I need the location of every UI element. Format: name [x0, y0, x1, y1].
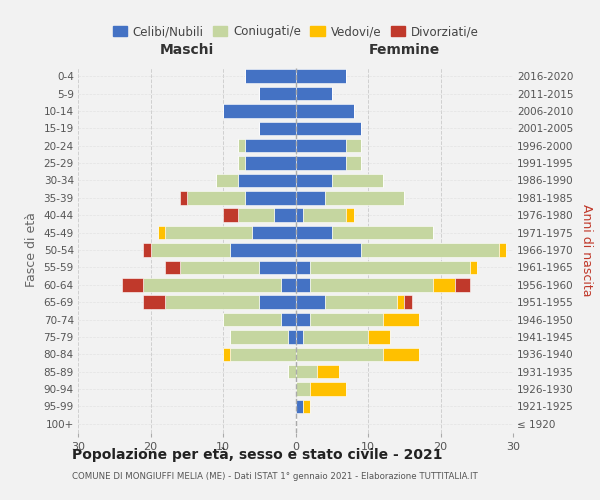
Bar: [310, 278, 433, 291]
Bar: [230, 330, 288, 344]
Bar: [165, 260, 179, 274]
Bar: [296, 122, 361, 135]
Bar: [296, 208, 303, 222]
Bar: [404, 296, 412, 309]
Bar: [230, 243, 296, 257]
Bar: [310, 312, 383, 326]
Y-axis label: Anni di nascita: Anni di nascita: [580, 204, 593, 296]
Bar: [325, 296, 397, 309]
Bar: [296, 260, 310, 274]
Bar: [296, 70, 346, 83]
Bar: [383, 312, 419, 326]
Bar: [296, 87, 332, 101]
Bar: [303, 208, 346, 222]
Bar: [346, 156, 361, 170]
Bar: [179, 191, 187, 204]
Bar: [296, 243, 361, 257]
Bar: [296, 400, 303, 413]
Bar: [179, 260, 259, 274]
Bar: [151, 243, 230, 257]
Bar: [245, 70, 296, 83]
Bar: [165, 226, 252, 239]
Text: Popolazione per età, sesso e stato civile - 2021: Popolazione per età, sesso e stato civil…: [72, 448, 443, 462]
Bar: [259, 122, 296, 135]
Bar: [296, 226, 332, 239]
Bar: [470, 260, 477, 274]
Bar: [238, 208, 274, 222]
Bar: [325, 191, 404, 204]
Bar: [252, 226, 296, 239]
Bar: [310, 382, 346, 396]
Bar: [346, 139, 361, 152]
Bar: [143, 296, 165, 309]
Bar: [303, 400, 310, 413]
Bar: [165, 296, 259, 309]
Bar: [296, 278, 310, 291]
Bar: [296, 382, 310, 396]
Bar: [317, 365, 339, 378]
Bar: [383, 348, 419, 361]
Bar: [288, 330, 296, 344]
Bar: [296, 312, 310, 326]
Bar: [259, 260, 296, 274]
Bar: [296, 174, 332, 188]
Bar: [238, 139, 245, 152]
Bar: [361, 243, 499, 257]
Bar: [143, 278, 281, 291]
Bar: [310, 260, 470, 274]
Bar: [288, 365, 296, 378]
Bar: [281, 278, 296, 291]
Bar: [223, 348, 230, 361]
Y-axis label: Fasce di età: Fasce di età: [25, 212, 38, 288]
Bar: [296, 104, 353, 118]
Bar: [296, 156, 346, 170]
Bar: [143, 243, 151, 257]
Bar: [223, 312, 281, 326]
Bar: [296, 330, 303, 344]
Text: Femmine: Femmine: [368, 42, 440, 56]
Legend: Celibi/Nubili, Coniugati/e, Vedovi/e, Divorziati/e: Celibi/Nubili, Coniugati/e, Vedovi/e, Di…: [108, 20, 483, 43]
Bar: [455, 278, 470, 291]
Bar: [296, 191, 325, 204]
Bar: [397, 296, 404, 309]
Bar: [259, 296, 296, 309]
Text: COMUNE DI MONGIUFFI MELIA (ME) - Dati ISTAT 1° gennaio 2021 - Elaborazione TUTTI: COMUNE DI MONGIUFFI MELIA (ME) - Dati IS…: [72, 472, 478, 481]
Bar: [332, 174, 383, 188]
Bar: [296, 348, 383, 361]
Bar: [245, 191, 296, 204]
Bar: [296, 296, 325, 309]
Bar: [230, 348, 296, 361]
Bar: [281, 312, 296, 326]
Bar: [433, 278, 455, 291]
Bar: [346, 208, 353, 222]
Bar: [238, 174, 296, 188]
Bar: [216, 174, 238, 188]
Bar: [245, 139, 296, 152]
Bar: [296, 139, 346, 152]
Bar: [259, 87, 296, 101]
Bar: [303, 330, 368, 344]
Bar: [158, 226, 165, 239]
Bar: [238, 156, 245, 170]
Bar: [245, 156, 296, 170]
Bar: [499, 243, 506, 257]
Bar: [121, 278, 143, 291]
Bar: [187, 191, 245, 204]
Bar: [296, 365, 317, 378]
Bar: [368, 330, 390, 344]
Bar: [274, 208, 296, 222]
Text: Maschi: Maschi: [160, 42, 214, 56]
Bar: [223, 104, 296, 118]
Bar: [332, 226, 433, 239]
Bar: [223, 208, 238, 222]
